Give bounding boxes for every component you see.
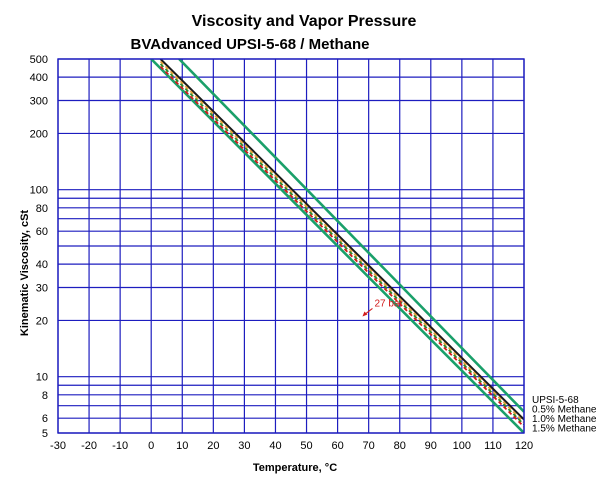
y-tick-label: 5 (42, 428, 48, 440)
x-tick-label: -30 (50, 440, 66, 452)
series-line (159, 59, 524, 421)
y-axis-label: Kinematic Viscosity, cSt (19, 210, 31, 336)
x-tick-label: 40 (269, 440, 281, 452)
x-tick-label: 60 (331, 440, 343, 452)
x-ticks: -30 -20 -10 0 10 20 30 40 50 60 70 80 90 100 110 120 (50, 440, 533, 452)
band-line (150, 59, 524, 433)
y-tick-label: 500 (30, 54, 48, 66)
plot-border (57, 58, 525, 434)
y-tick-label: 40 (36, 259, 48, 271)
annotation-arrowhead (362, 311, 368, 317)
y-tick-label: 100 (30, 185, 48, 197)
y-tick-label: 10 (36, 372, 48, 384)
x-tick-label: 0 (148, 440, 154, 452)
annotations: 27 bar (362, 298, 403, 317)
x-tick-label: 10 (176, 440, 188, 452)
annotation-label: 27 bar (374, 298, 403, 309)
series-line (159, 63, 524, 426)
y-tick-label: 30 (36, 282, 48, 294)
y-tick-label: 80 (36, 203, 48, 215)
series-line (159, 60, 524, 423)
x-tick-label: 100 (453, 440, 471, 452)
y-ticks: 5 6 8 10 20 30 40 60 80 100 200 300 400 500 (30, 54, 48, 440)
y-tick-label: 6 (42, 413, 48, 425)
x-tick-label: 120 (515, 440, 533, 452)
legend-entry: 0.5% Methane (532, 405, 597, 416)
bands (150, 59, 524, 433)
grid (57, 58, 525, 434)
x-tick-label: 20 (207, 440, 219, 452)
y-tick-label: 300 (30, 95, 48, 107)
x-tick-label: 80 (394, 440, 406, 452)
x-tick-label: 110 (484, 440, 502, 452)
x-tick-label: 70 (363, 440, 375, 452)
y-tick-label: 20 (36, 315, 48, 327)
x-tick-label: 50 (300, 440, 312, 452)
chart-title: Viscosity and Vapor Pressure (192, 13, 417, 30)
y-tick-label: 200 (30, 128, 48, 140)
series-lines (159, 59, 524, 428)
y-tick-label: 60 (36, 226, 48, 238)
x-tick-label: -20 (81, 440, 97, 452)
x-tick-label: 90 (425, 440, 437, 452)
y-tick-label: 400 (30, 72, 48, 84)
legend-entry: 1.0% Methane (532, 414, 597, 425)
legend-entry: UPSI-5-68 (532, 395, 579, 406)
band-line (178, 59, 524, 413)
legend-entry: 1.5% Methane (532, 424, 597, 435)
series-line (159, 66, 524, 428)
plot-frame (57, 58, 525, 434)
chart-subtitle: BVAdvanced UPSI-5-68 / Methane (131, 36, 370, 53)
y-tick-label: 8 (42, 390, 48, 402)
x-axis-label: Temperature, °C (253, 462, 337, 474)
x-tick-label: 30 (238, 440, 250, 452)
x-tick-label: -10 (112, 440, 128, 452)
